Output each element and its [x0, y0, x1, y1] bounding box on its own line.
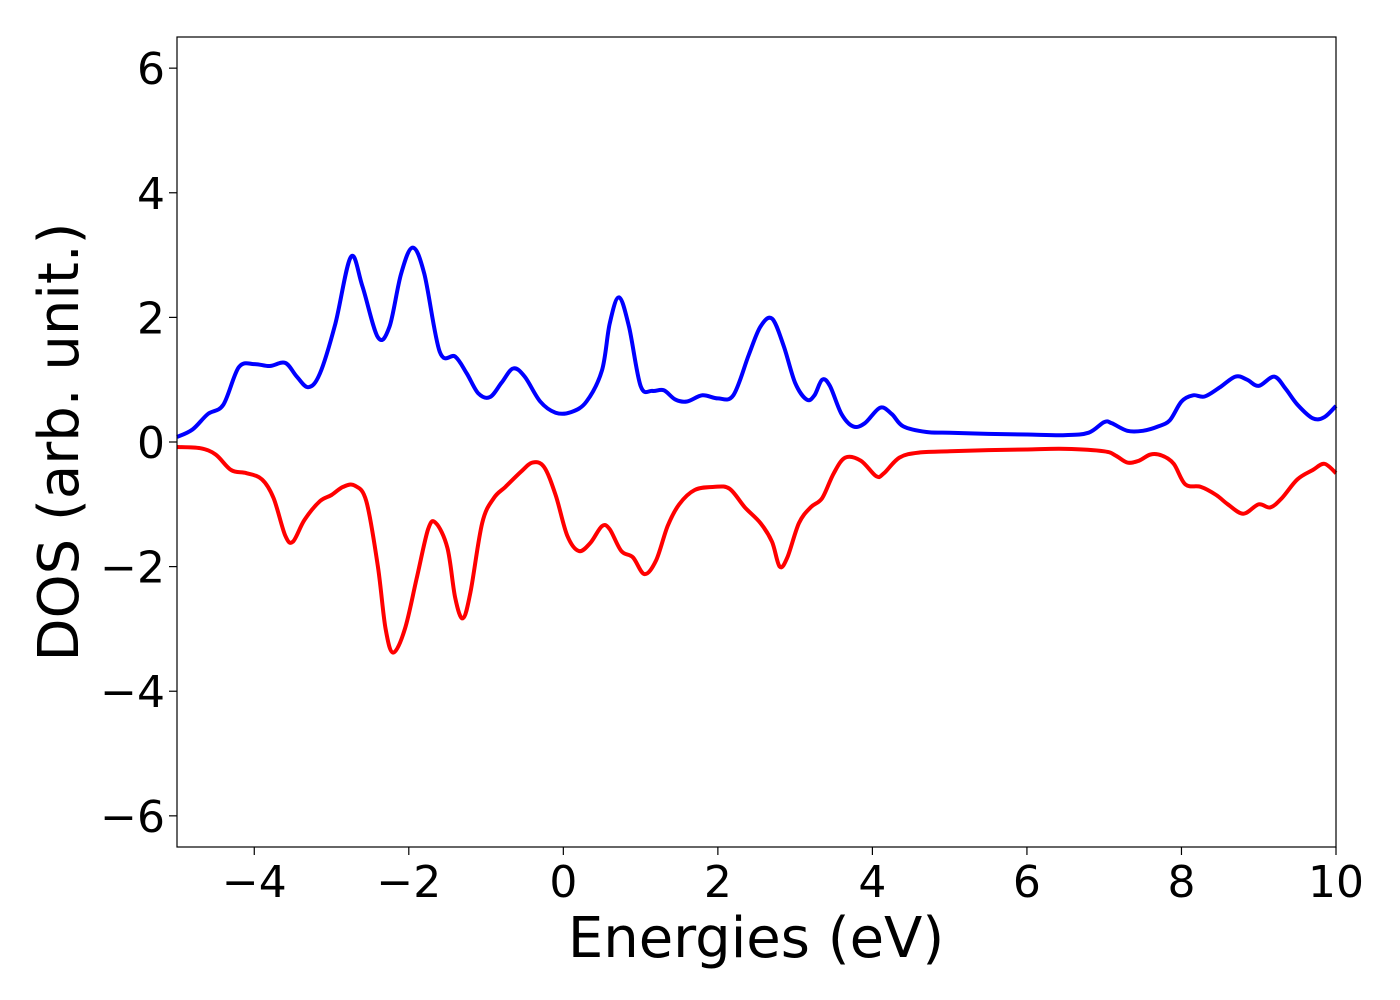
y-axis-title: DOS (arb. unit.)	[27, 222, 92, 661]
y-tick-label: −6	[100, 792, 165, 843]
x-axis-ticks: −4 −2 0 2 4 6 8 10	[222, 847, 1364, 908]
series-lines	[176, 245, 1338, 655]
plot-frame	[176, 36, 1337, 848]
x-tick-label: 4	[858, 857, 886, 908]
x-axis-title: Energies (eV)	[568, 906, 944, 971]
y-tick-label: 0	[137, 418, 165, 469]
x-tick-label: 0	[549, 857, 577, 908]
y-tick-label: 2	[137, 293, 165, 344]
y-tick-label: 6	[137, 44, 165, 95]
y-tick-label: −4	[100, 667, 165, 718]
x-tick-label: −4	[222, 857, 287, 908]
series-line-2	[176, 445, 1338, 655]
x-tick-label: 6	[1013, 857, 1041, 908]
x-tick-label: 10	[1308, 857, 1364, 908]
x-tick-label: 8	[1167, 857, 1195, 908]
series-line-1	[176, 245, 1338, 439]
y-tick-label: −2	[100, 543, 165, 594]
x-tick-label: 2	[704, 857, 732, 908]
y-tick-label: 4	[137, 169, 165, 220]
x-tick-label: −2	[376, 857, 441, 908]
y-axis-ticks: −6 −4 −2 0 2 4 6	[100, 44, 177, 843]
